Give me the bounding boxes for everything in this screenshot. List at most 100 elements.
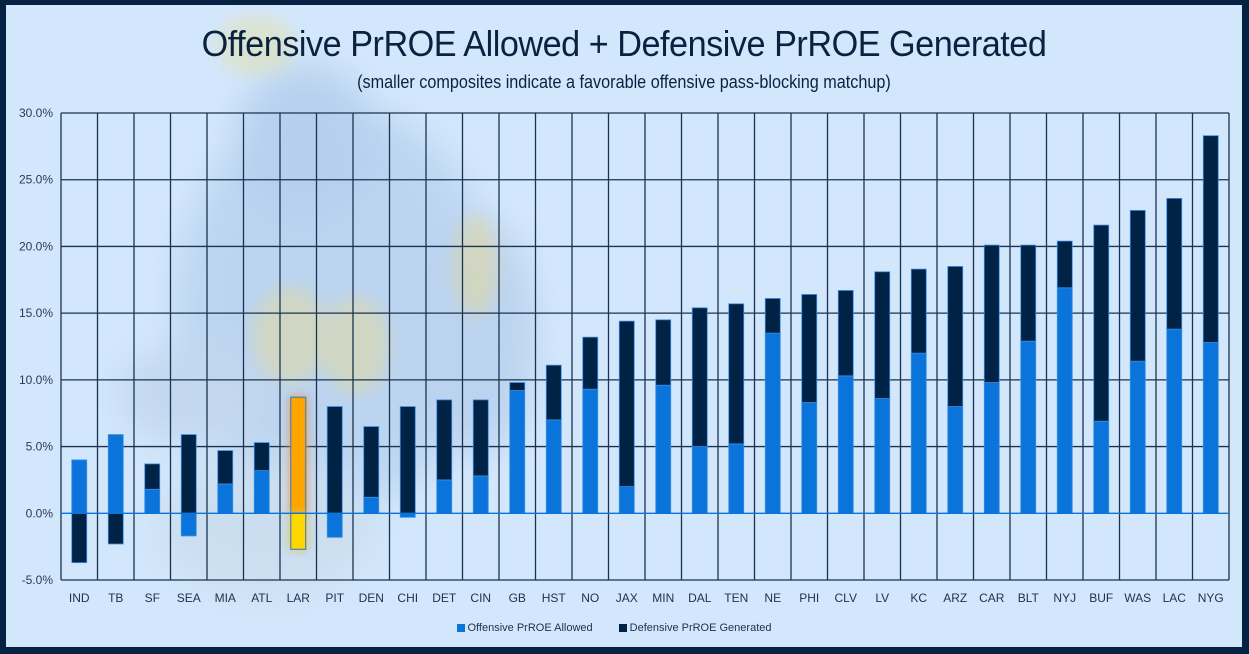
chart-legend: Offensive PrROE Allowed Defensive PrROE … — [6, 622, 1232, 634]
x-tick-label-cin: CIN — [470, 591, 491, 605]
x-tick-label-mia: MIA — [215, 591, 236, 605]
bar-offensive-atl — [253, 470, 270, 514]
bar-defensive-lar — [290, 512, 307, 550]
x-tick-label-phi: PHI — [799, 591, 819, 605]
bar-offensive-min — [655, 384, 672, 514]
bar-defensive-ten — [728, 303, 745, 445]
x-tick-label-was: WAS — [1124, 591, 1151, 605]
x-tick-label-clv: CLV — [835, 591, 857, 605]
bar-defensive-kc — [910, 268, 927, 354]
bar-offensive-phi — [801, 402, 818, 514]
x-tick-label-jax: JAX — [616, 591, 638, 605]
bar-offensive-arz — [947, 406, 964, 514]
bar-defensive-sea — [180, 434, 197, 514]
bar-offensive-lac — [1166, 328, 1183, 514]
x-tick-label-ind: IND — [69, 591, 90, 605]
bar-offensive-det — [436, 479, 453, 514]
bar-offensive-kc — [910, 352, 927, 514]
y-tick-label: 5.0% — [26, 440, 54, 454]
bar-offensive-clv — [837, 375, 854, 514]
bar-defensive-jax — [618, 320, 635, 487]
bar-defensive-phi — [801, 294, 818, 403]
bar-defensive-nyg — [1202, 135, 1219, 343]
bar-defensive-buf — [1093, 224, 1110, 422]
bar-defensive-no — [582, 336, 599, 390]
bar-offensive-tb — [107, 434, 124, 514]
bar-offensive-lv — [874, 398, 891, 514]
bar-offensive-cin — [472, 475, 489, 514]
bar-defensive-ne — [764, 298, 781, 334]
x-tick-label-dal: DAL — [688, 591, 712, 605]
x-tick-label-det: DET — [432, 591, 457, 605]
bar-offensive-dal — [691, 446, 708, 514]
y-tick-label: 0.0% — [26, 506, 54, 520]
x-tick-label-car: CAR — [979, 591, 1005, 605]
x-tick-label-tb: TB — [108, 591, 123, 605]
bar-offensive-mia — [217, 483, 234, 514]
bar-defensive-car — [983, 244, 1000, 383]
bar-defensive-den — [363, 426, 380, 498]
bar-defensive-lv — [874, 271, 891, 399]
x-tick-label-den: DEN — [359, 591, 384, 605]
bar-defensive-ind — [71, 512, 88, 564]
legend-swatch-offensive-icon — [456, 624, 465, 632]
x-tick-label-kc: KC — [910, 591, 927, 605]
bar-offensive-no — [582, 388, 599, 514]
legend-swatch-defensive-icon — [618, 624, 627, 632]
x-tick-label-lac: LAC — [1163, 591, 1187, 605]
legend-item-offensive: Offensive PrROE Allowed — [456, 622, 593, 634]
bar-defensive-hst — [545, 364, 562, 421]
x-tick-label-sf: SF — [145, 591, 160, 605]
bar-offensive-sf — [144, 488, 161, 514]
legend-label-offensive: Offensive PrROE Allowed — [467, 622, 593, 634]
x-tick-label-blt: BLT — [1018, 591, 1040, 605]
bar-offensive-ne — [764, 332, 781, 514]
x-tick-label-chi: CHI — [397, 591, 418, 605]
x-tick-label-nyj: NYJ — [1053, 591, 1076, 605]
x-tick-label-no: NO — [581, 591, 599, 605]
y-tick-label: 15.0% — [19, 306, 53, 320]
x-tick-label-ten: TEN — [724, 591, 748, 605]
bar-offensive-gb — [509, 390, 526, 514]
bar-defensive-det — [436, 399, 453, 481]
x-tick-label-buf: BUF — [1089, 591, 1113, 605]
bar-defensive-chi — [399, 406, 416, 514]
x-tick-label-arz: ARZ — [943, 591, 967, 605]
bar-defensive-mia — [217, 450, 234, 485]
x-tick-label-atl: ATL — [251, 591, 272, 605]
bar-defensive-dal — [691, 307, 708, 447]
x-tick-label-lv: LV — [875, 591, 889, 605]
x-tick-label-lar: LAR — [287, 591, 311, 605]
x-tick-label-nyg: NYG — [1198, 591, 1224, 605]
bar-defensive-atl — [253, 442, 270, 471]
x-tick-label-sea: SEA — [177, 591, 201, 605]
bar-defensive-tb — [107, 512, 124, 545]
bar-defensive-min — [655, 319, 672, 386]
chart-subtitle: (smaller composites indicate a favorable… — [357, 72, 891, 92]
bar-offensive-ten — [728, 443, 745, 514]
y-tick-label: 20.0% — [19, 239, 53, 253]
y-axis-tick-labels: -5.0% 0.0% 5.0% 10.0% 15.0% 20.0% 25.0% 30.0% — [19, 106, 53, 587]
y-tick-label: 25.0% — [19, 173, 53, 187]
bar-offensive-hst — [545, 419, 562, 514]
bar-defensive-cin — [472, 399, 489, 477]
bar-defensive-clv — [837, 290, 854, 377]
legend-label-defensive: Defensive PrROE Generated — [629, 622, 772, 634]
bar-offensive-nyj — [1056, 287, 1073, 514]
legend-item-defensive: Defensive PrROE Generated — [618, 622, 772, 634]
bar-offensive-jax — [618, 486, 635, 514]
x-tick-label-min: MIN — [652, 591, 674, 605]
y-tick-label: 10.0% — [19, 373, 53, 387]
y-tick-label: -5.0% — [22, 573, 54, 587]
bar-defensive-pit — [326, 406, 343, 514]
bar-offensive-car — [983, 382, 1000, 514]
bar-defensive-lac — [1166, 197, 1183, 330]
bar-offensive-blt — [1020, 340, 1037, 514]
bar-offensive-buf — [1093, 420, 1110, 514]
bar-offensive-sea — [180, 512, 197, 537]
chart-title: Offensive PrROE Allowed + Defensive PrRO… — [201, 23, 1047, 64]
bar-offensive-pit — [326, 512, 343, 538]
x-tick-label-hst: HST — [542, 591, 567, 605]
bar-offensive-ind — [71, 459, 88, 514]
x-tick-label-ne: NE — [764, 591, 781, 605]
